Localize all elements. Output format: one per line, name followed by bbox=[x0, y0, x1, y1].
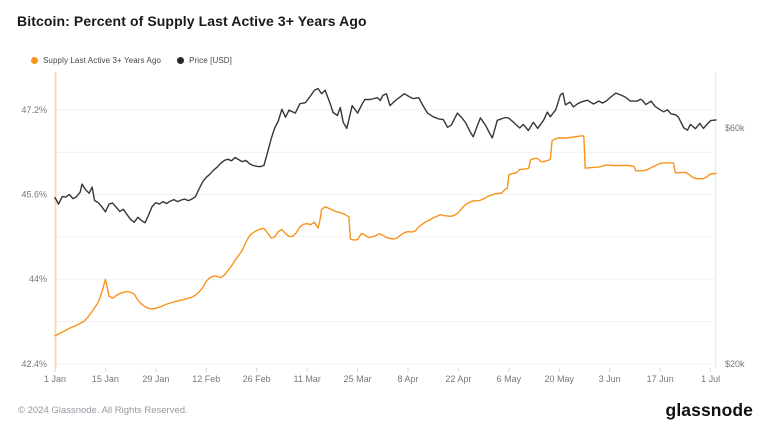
price-line-series bbox=[54, 87, 717, 224]
y-axis-label-left: 42.4% bbox=[21, 359, 47, 369]
x-axis-label: 29 Jan bbox=[142, 374, 169, 384]
y-axis-label-left: 47.2% bbox=[21, 105, 47, 115]
x-axis-label: 3 Jun bbox=[599, 374, 621, 384]
supply-series-dot-icon bbox=[31, 57, 38, 64]
x-axis-label: 25 Mar bbox=[344, 374, 372, 384]
x-axis-label: 8 Apr bbox=[397, 374, 418, 384]
chart-legend: Supply Last Active 3+ Years Ago Price [U… bbox=[31, 56, 232, 65]
x-axis-label: 17 Jun bbox=[647, 374, 674, 384]
x-axis-label: 12 Feb bbox=[192, 374, 220, 384]
x-axis-label: 15 Jan bbox=[92, 374, 119, 384]
x-axis-label: 1 Jan bbox=[44, 374, 66, 384]
y-axis-label-left: 44% bbox=[29, 274, 47, 284]
x-axis-label: 6 May bbox=[497, 374, 522, 384]
legend-item-supply[interactable]: Supply Last Active 3+ Years Ago bbox=[31, 56, 161, 65]
legend-label-supply: Supply Last Active 3+ Years Ago bbox=[43, 56, 162, 65]
legend-label-price: Price [USD] bbox=[189, 56, 232, 65]
x-axis-label: 20 May bbox=[545, 374, 575, 384]
supply-line-series bbox=[54, 135, 717, 337]
x-axis-label: 22 Apr bbox=[445, 374, 471, 384]
price-series-dot-icon bbox=[177, 57, 185, 64]
legend-item-price[interactable]: Price [USD] bbox=[177, 56, 232, 65]
y-axis-label-left: 45.6% bbox=[21, 190, 47, 200]
page-title: Bitcoin: Percent of Supply Last Active 3… bbox=[17, 13, 367, 29]
y-axis-label-right: $20k bbox=[725, 359, 745, 369]
x-axis-label: 11 Mar bbox=[294, 374, 321, 384]
x-axis-label: 26 Feb bbox=[243, 374, 271, 384]
glassnode-logo: glassnode bbox=[665, 400, 753, 420]
copyright-text: © 2024 Glassnode. All Rights Reserved. bbox=[18, 405, 188, 416]
x-axis-label: 1 Jul bbox=[701, 374, 720, 384]
y-axis-label-right: $60k bbox=[725, 123, 745, 133]
